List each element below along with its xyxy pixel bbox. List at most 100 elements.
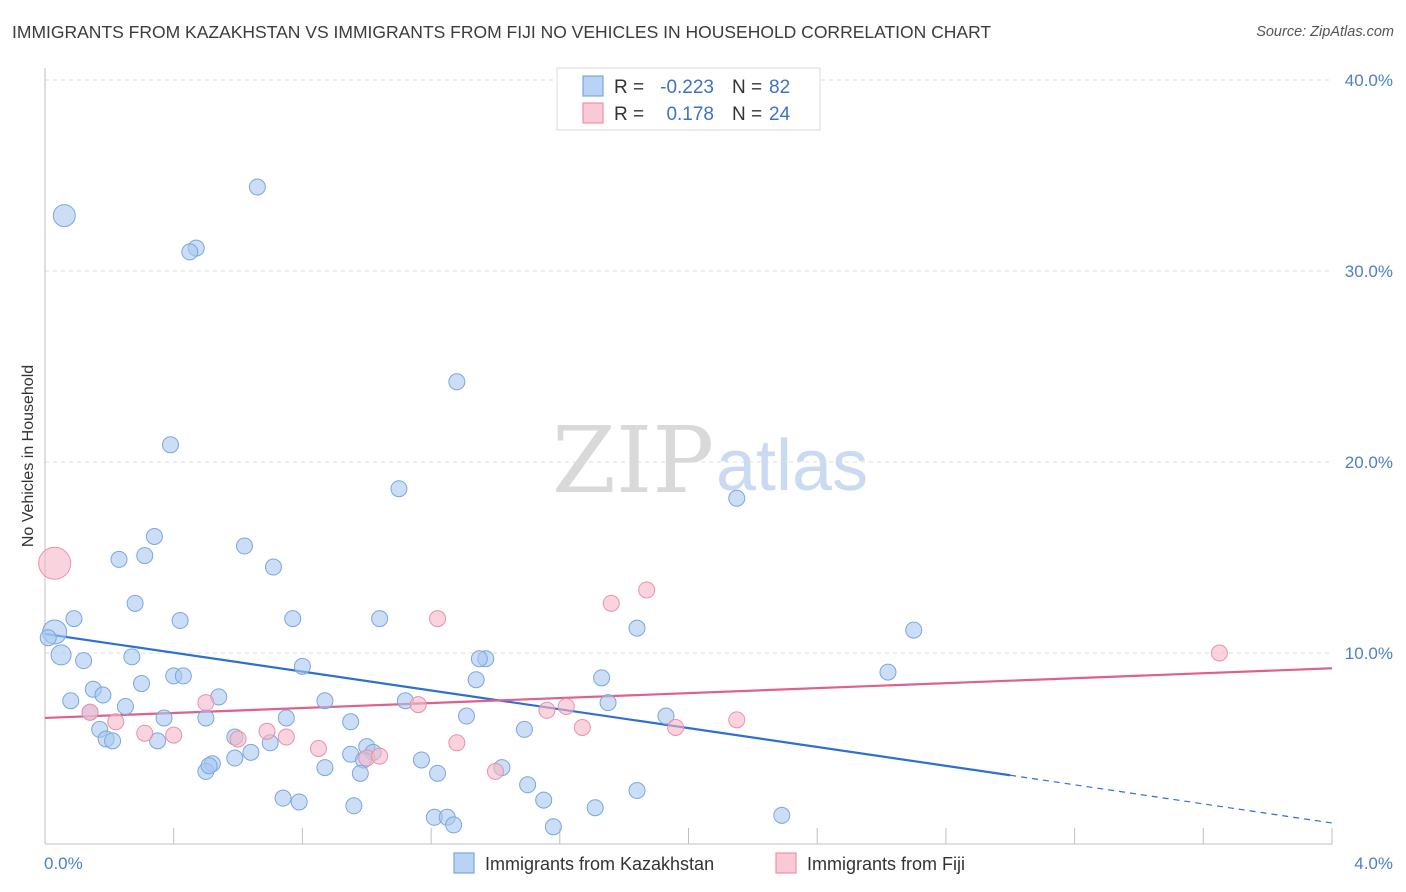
series-legend: Immigrants from Kazakhstan Immigrants fr… xyxy=(453,852,965,874)
kazakhstan-point xyxy=(65,610,83,628)
kazakhstan-point xyxy=(133,675,151,693)
kazakhstan-point xyxy=(116,697,134,715)
kazakhstan-trend-line xyxy=(44,632,1011,777)
kazakhstan-point xyxy=(277,709,295,727)
kazakhstan-point xyxy=(39,629,57,647)
y-tick-label: 40.0% xyxy=(1345,71,1393,90)
kazakhstan-point xyxy=(467,671,485,689)
axes xyxy=(44,68,1333,845)
kazakhstan-point xyxy=(50,644,72,666)
fiji-point xyxy=(38,546,72,580)
kazakhstan-point xyxy=(110,550,128,568)
watermark-zip: ZIP xyxy=(552,407,714,514)
chart-title: IMMIGRANTS FROM KAZAKHSTAN VS IMMIGRANTS… xyxy=(12,22,992,42)
fiji-point xyxy=(371,747,389,765)
legend-n-value: 82 xyxy=(769,77,790,98)
kazakhstan-point xyxy=(905,621,923,639)
legend-n-label: N = xyxy=(732,104,762,125)
fiji-point xyxy=(258,722,276,740)
kazakhstan-point xyxy=(155,709,173,727)
kazakhstan-point xyxy=(161,436,179,454)
fiji-point xyxy=(81,703,99,721)
kazakhstan-point xyxy=(342,713,360,731)
kazakhstan-point xyxy=(149,732,167,750)
kazakhstan-point xyxy=(728,489,746,507)
kazakhstan-point xyxy=(226,749,244,767)
kazakhstan-point xyxy=(429,764,447,782)
kazakhstan-point xyxy=(75,652,93,670)
fiji-point xyxy=(486,762,504,780)
x-tick-label: 4.0% xyxy=(1354,854,1393,873)
fiji-point xyxy=(667,718,685,736)
kazakhstan-point xyxy=(628,619,646,637)
trend-lines xyxy=(44,632,1333,824)
kazakhstan-point xyxy=(174,667,192,685)
kazakhstan-point xyxy=(657,707,675,725)
legend-r-value: -0.223 xyxy=(660,77,714,98)
kazakhstan-point xyxy=(470,650,488,668)
kazakhstan-point xyxy=(457,707,475,725)
fiji-point xyxy=(136,724,154,742)
fiji-point xyxy=(557,697,575,715)
kazakhstan-point xyxy=(515,720,533,738)
kazakhstan-point xyxy=(197,709,215,727)
fiji-point xyxy=(229,730,247,748)
kazakhstan-point xyxy=(345,797,363,815)
kazakhstan-point xyxy=(248,178,266,196)
legend-r-label: R = xyxy=(614,104,644,125)
kazakhstan-point xyxy=(94,686,112,704)
kazakhstan-point xyxy=(62,692,80,710)
kazakhstan-point xyxy=(104,732,122,750)
kazakhstan-point xyxy=(171,612,189,630)
kazakhstan-point xyxy=(123,648,141,666)
fiji-point xyxy=(277,728,295,746)
y-tick-label: 20.0% xyxy=(1345,453,1393,472)
fiji-point xyxy=(409,696,427,714)
grid-lines xyxy=(45,79,1332,654)
kazakhstan-trend-extension xyxy=(1010,774,1333,824)
kazakhstan-point xyxy=(316,759,334,777)
kazakhstan-point xyxy=(235,537,253,555)
fiji-point xyxy=(429,610,447,628)
legend-n-value: 24 xyxy=(769,104,791,125)
fiji-point xyxy=(1210,644,1228,662)
legend-r-value: 0.178 xyxy=(666,104,714,125)
kazakhstan-point xyxy=(535,791,553,809)
fiji-point xyxy=(728,711,746,729)
legend-swatch-fiji xyxy=(775,852,797,874)
kazakhstan-point xyxy=(136,547,154,565)
kazakhstan-point xyxy=(316,692,334,710)
kazakhstan-point xyxy=(181,243,199,261)
legend-swatch-kazakhstan xyxy=(453,852,475,874)
kazakhstan-point xyxy=(519,776,537,794)
legend-swatch-kazakhstan xyxy=(582,75,604,97)
kazakhstan-point xyxy=(284,610,302,628)
source-credit: Source: ZipAtlas.com xyxy=(1256,24,1394,40)
fiji-point xyxy=(165,726,183,744)
tick-labels: 10.0% 20.0% 30.0% 40.0% 0.0% 4.0% xyxy=(44,71,1393,873)
kazakhstan-point xyxy=(628,782,646,800)
legend-n-label: N = xyxy=(732,77,762,98)
kazakhstan-point xyxy=(445,816,463,834)
kazakhstan-point xyxy=(593,669,611,687)
kazakhstan-point xyxy=(599,694,617,712)
fiji-point xyxy=(309,740,327,757)
legend-swatch-fiji xyxy=(582,102,604,124)
kazakhstan-point xyxy=(290,793,308,811)
legend-series-kazakhstan: Immigrants from Kazakhstan xyxy=(485,854,714,874)
kazakhstan-point xyxy=(293,657,311,675)
kazakhstan-point xyxy=(264,558,282,576)
kazakhstan-point xyxy=(52,204,76,228)
kazakhstan-point xyxy=(126,594,144,612)
kazakhstan-point xyxy=(351,764,369,782)
kazakhstan-point xyxy=(544,818,562,836)
x-tick-label: 0.0% xyxy=(44,854,83,873)
kazakhstan-point xyxy=(371,610,389,628)
legend-r-label: R = xyxy=(614,77,644,98)
kazakhstan-point xyxy=(879,663,897,681)
y-tick-label: 30.0% xyxy=(1345,262,1393,281)
kazakhstan-point xyxy=(448,373,466,391)
kazakhstan-point xyxy=(586,799,604,817)
kazakhstan-point xyxy=(274,789,292,807)
